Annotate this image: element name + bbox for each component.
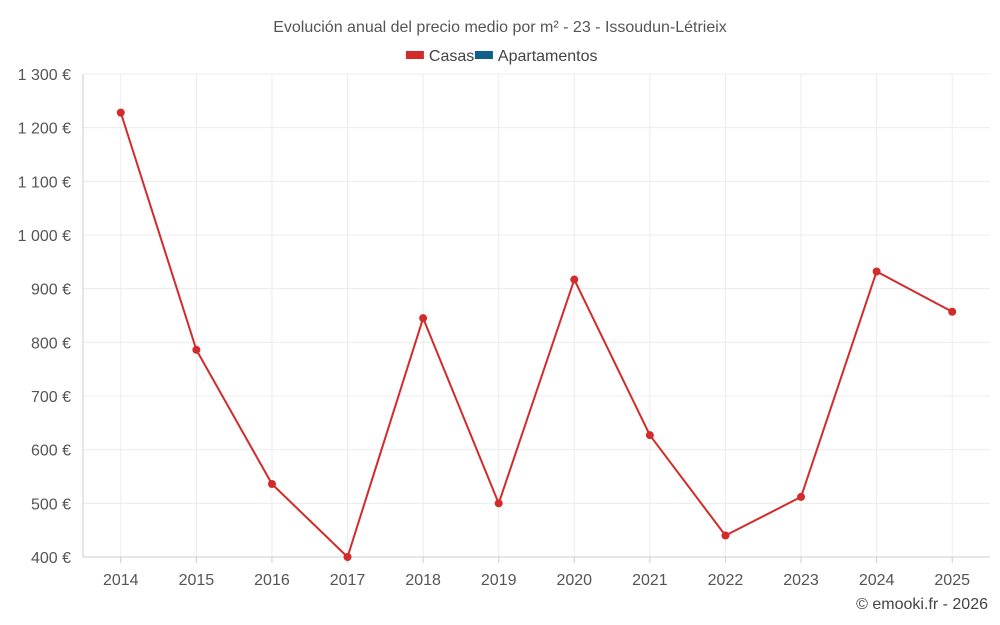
y-tick-label: 800 € (31, 335, 71, 352)
y-tick-label: 1 000 € (18, 228, 71, 245)
x-tick-label: 2021 (632, 572, 668, 589)
y-axis: 400 € 500 € 600 € 700 € 800 € 900 € 1 000 € 1 1… (18, 67, 84, 567)
grid (83, 73, 990, 557)
data-point[interactable] (116, 108, 125, 117)
data-point[interactable] (267, 480, 276, 489)
x-tick-label: 2020 (556, 572, 592, 589)
data-point[interactable] (872, 267, 881, 276)
data-point[interactable] (645, 431, 654, 440)
data-point[interactable] (343, 553, 352, 561)
x-tick-label: 2022 (708, 572, 744, 589)
y-tick-label: 900 € (31, 282, 71, 299)
y-tick-label: 600 € (31, 443, 71, 460)
y-tick-label: 1 200 € (18, 121, 71, 138)
data-point[interactable] (797, 492, 806, 501)
credit-text: © emooki.fr - 2026 (856, 596, 988, 613)
data-point[interactable] (570, 275, 579, 284)
data-point[interactable] (192, 345, 201, 354)
y-tick-label: 1 100 € (18, 174, 71, 191)
x-axis: 2014 2015 2016 2017 2018 2019 2020 2021 2022 2023… (83, 556, 990, 589)
legend-swatch (474, 51, 493, 59)
x-tick-label: 2018 (405, 572, 441, 589)
data-point[interactable] (948, 307, 957, 316)
legend-swatch (405, 51, 424, 59)
data-point[interactable] (721, 531, 730, 540)
y-tick-label: 400 € (31, 550, 71, 567)
x-tick-label: 2024 (859, 572, 895, 589)
legend-item-apartamentos[interactable]: Apartamentos (474, 48, 598, 65)
series-line-casas (119, 112, 953, 558)
y-tick-label: 1 300 € (18, 67, 71, 84)
chart-title: Evolución anual del precio medio por m² … (273, 19, 727, 36)
series-layer (116, 108, 957, 561)
y-tick-label: 700 € (31, 389, 71, 406)
x-tick-label: 2015 (179, 572, 215, 589)
x-tick-label: 2014 (103, 572, 139, 589)
x-tick-label: 2023 (783, 572, 819, 589)
data-point[interactable] (494, 499, 503, 508)
legend-label: Apartamentos (498, 48, 598, 65)
x-tick-label: 2025 (934, 572, 970, 589)
x-tick-label: 2017 (330, 572, 366, 589)
data-point[interactable] (419, 314, 428, 323)
y-tick-label: 500 € (31, 496, 71, 513)
x-tick-label: 2016 (254, 572, 290, 589)
legend: Casas Apartamentos (405, 48, 598, 65)
x-tick-label: 2019 (481, 572, 517, 589)
legend-item-casas[interactable]: Casas (405, 48, 474, 65)
legend-label: Casas (429, 48, 474, 65)
